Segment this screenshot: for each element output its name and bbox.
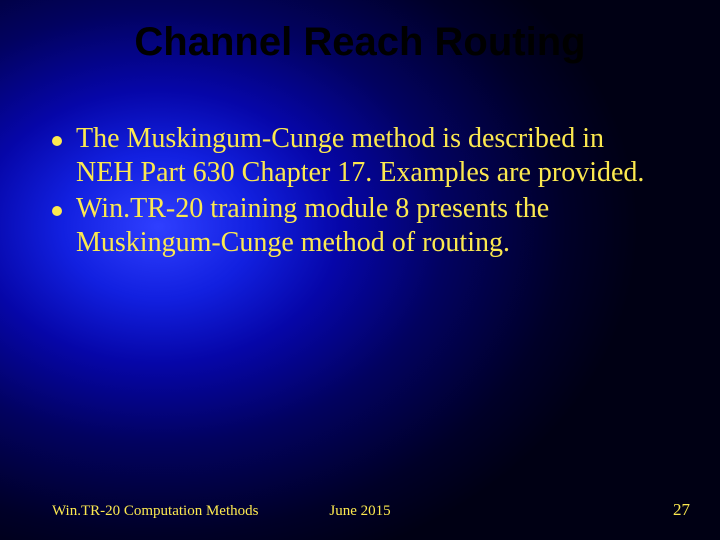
bullet-icon <box>52 206 62 216</box>
list-item: Win.TR-20 training module 8 presents the… <box>52 192 668 260</box>
list-item: The Muskingum-Cunge method is described … <box>52 122 668 190</box>
footer-date: June 2015 <box>0 503 720 520</box>
bullet-icon <box>52 136 62 146</box>
slide-title: Channel Reach Routing <box>0 20 720 65</box>
bullet-text: Win.TR-20 training module 8 presents the… <box>76 192 668 260</box>
bullet-text: The Muskingum-Cunge method is described … <box>76 122 668 190</box>
page-number: 27 <box>673 500 690 520</box>
slide-body: The Muskingum-Cunge method is described … <box>52 122 668 263</box>
slide: Channel Reach Routing The Muskingum-Cung… <box>0 0 720 540</box>
